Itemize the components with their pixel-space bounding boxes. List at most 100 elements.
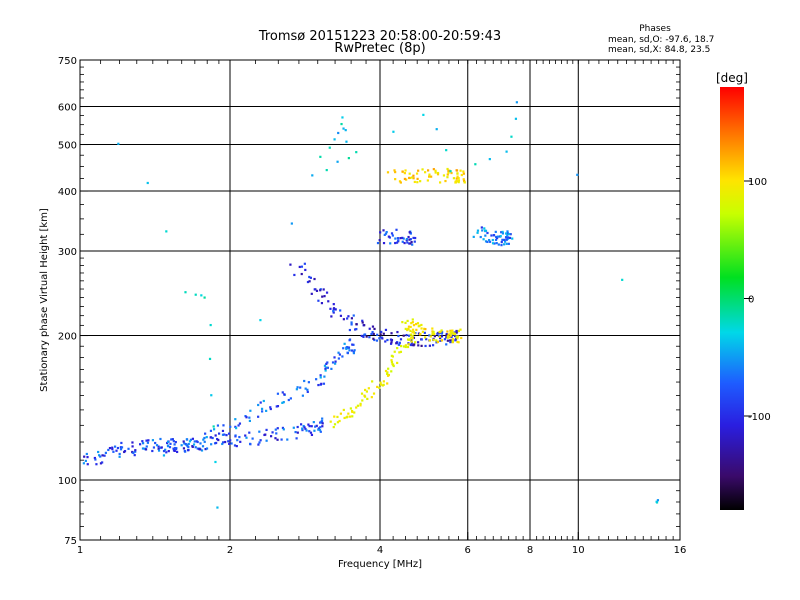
data-point — [308, 430, 311, 433]
data-point — [505, 236, 508, 239]
data-point — [448, 336, 451, 339]
data-point — [265, 409, 268, 412]
x-tick-label: 6 — [465, 545, 471, 556]
data-point — [506, 237, 510, 240]
data-point — [142, 442, 145, 445]
data-point — [410, 341, 414, 344]
data-point — [491, 238, 494, 242]
data-point — [342, 318, 345, 321]
data-point — [379, 333, 382, 336]
data-point — [378, 386, 381, 389]
data-point — [323, 375, 326, 378]
data-point — [134, 449, 137, 452]
data-point — [238, 435, 241, 439]
data-point — [463, 181, 466, 184]
data-point — [411, 331, 414, 334]
data-point — [368, 336, 371, 339]
data-point — [447, 333, 450, 336]
data-point — [332, 311, 335, 314]
data-point — [301, 394, 304, 397]
data-point — [133, 454, 136, 457]
data-point — [436, 171, 440, 175]
data-point — [439, 181, 442, 184]
data-point — [503, 238, 506, 241]
data-point — [500, 231, 503, 234]
data-point — [655, 500, 658, 503]
data-point — [295, 437, 298, 440]
data-point — [444, 179, 447, 183]
x-tick-label: 2 — [227, 545, 233, 556]
data-point — [433, 335, 437, 338]
data-point — [319, 426, 322, 429]
data-point — [216, 437, 219, 441]
data-point — [314, 425, 317, 428]
data-point — [476, 229, 480, 232]
data-point — [296, 431, 299, 434]
data-point — [343, 342, 346, 345]
data-point — [412, 174, 415, 177]
data-point — [269, 406, 272, 409]
data-point — [484, 234, 487, 237]
data-point — [364, 388, 367, 392]
data-point — [367, 387, 370, 390]
data-point — [400, 344, 403, 348]
data-point — [321, 295, 324, 298]
data-point — [332, 307, 336, 310]
data-point — [310, 433, 314, 437]
data-point — [451, 340, 454, 343]
x-tick-label: 4 — [377, 545, 383, 556]
data-point — [449, 339, 452, 342]
data-point — [224, 440, 227, 444]
phase-mean-x: mean, sd,X: 84.8, 23.5 — [608, 45, 710, 55]
data-point — [411, 337, 414, 340]
data-point — [319, 421, 322, 424]
data-point — [210, 443, 213, 446]
data-point — [428, 175, 431, 178]
data-point — [299, 386, 302, 389]
data-point — [315, 378, 318, 381]
data-point — [249, 443, 252, 446]
data-point — [411, 243, 414, 246]
data-point — [457, 335, 460, 338]
data-point — [294, 430, 297, 434]
data-point — [332, 310, 335, 313]
data-point — [336, 160, 339, 163]
data-point — [83, 455, 86, 458]
data-point — [405, 178, 408, 181]
data-point — [221, 433, 225, 436]
data-point — [169, 442, 172, 445]
data-point — [234, 434, 237, 437]
data-point — [449, 329, 452, 332]
data-point — [225, 434, 228, 437]
data-point — [330, 315, 333, 318]
data-point — [428, 173, 431, 176]
data-point — [355, 323, 358, 326]
data-point — [339, 314, 343, 317]
data-point — [501, 232, 505, 235]
data-point — [403, 241, 406, 245]
data-point — [287, 398, 290, 402]
data-point — [325, 362, 328, 365]
data-point — [491, 242, 495, 245]
data-point — [416, 181, 419, 184]
data-point — [317, 383, 320, 387]
data-point — [351, 343, 354, 346]
data-point — [258, 430, 261, 433]
data-point — [505, 238, 508, 241]
data-point — [223, 433, 226, 436]
data-point — [269, 435, 273, 438]
data-point — [482, 238, 485, 241]
data-point — [506, 232, 509, 235]
data-point — [361, 321, 364, 324]
data-point — [426, 179, 429, 182]
data-point — [222, 441, 225, 444]
data-point — [104, 451, 107, 454]
data-point — [141, 440, 144, 443]
data-point — [186, 444, 189, 448]
data-point — [456, 175, 459, 178]
data-point — [131, 445, 134, 448]
data-point — [500, 244, 503, 247]
data-point — [155, 444, 159, 447]
data-point — [355, 406, 358, 409]
